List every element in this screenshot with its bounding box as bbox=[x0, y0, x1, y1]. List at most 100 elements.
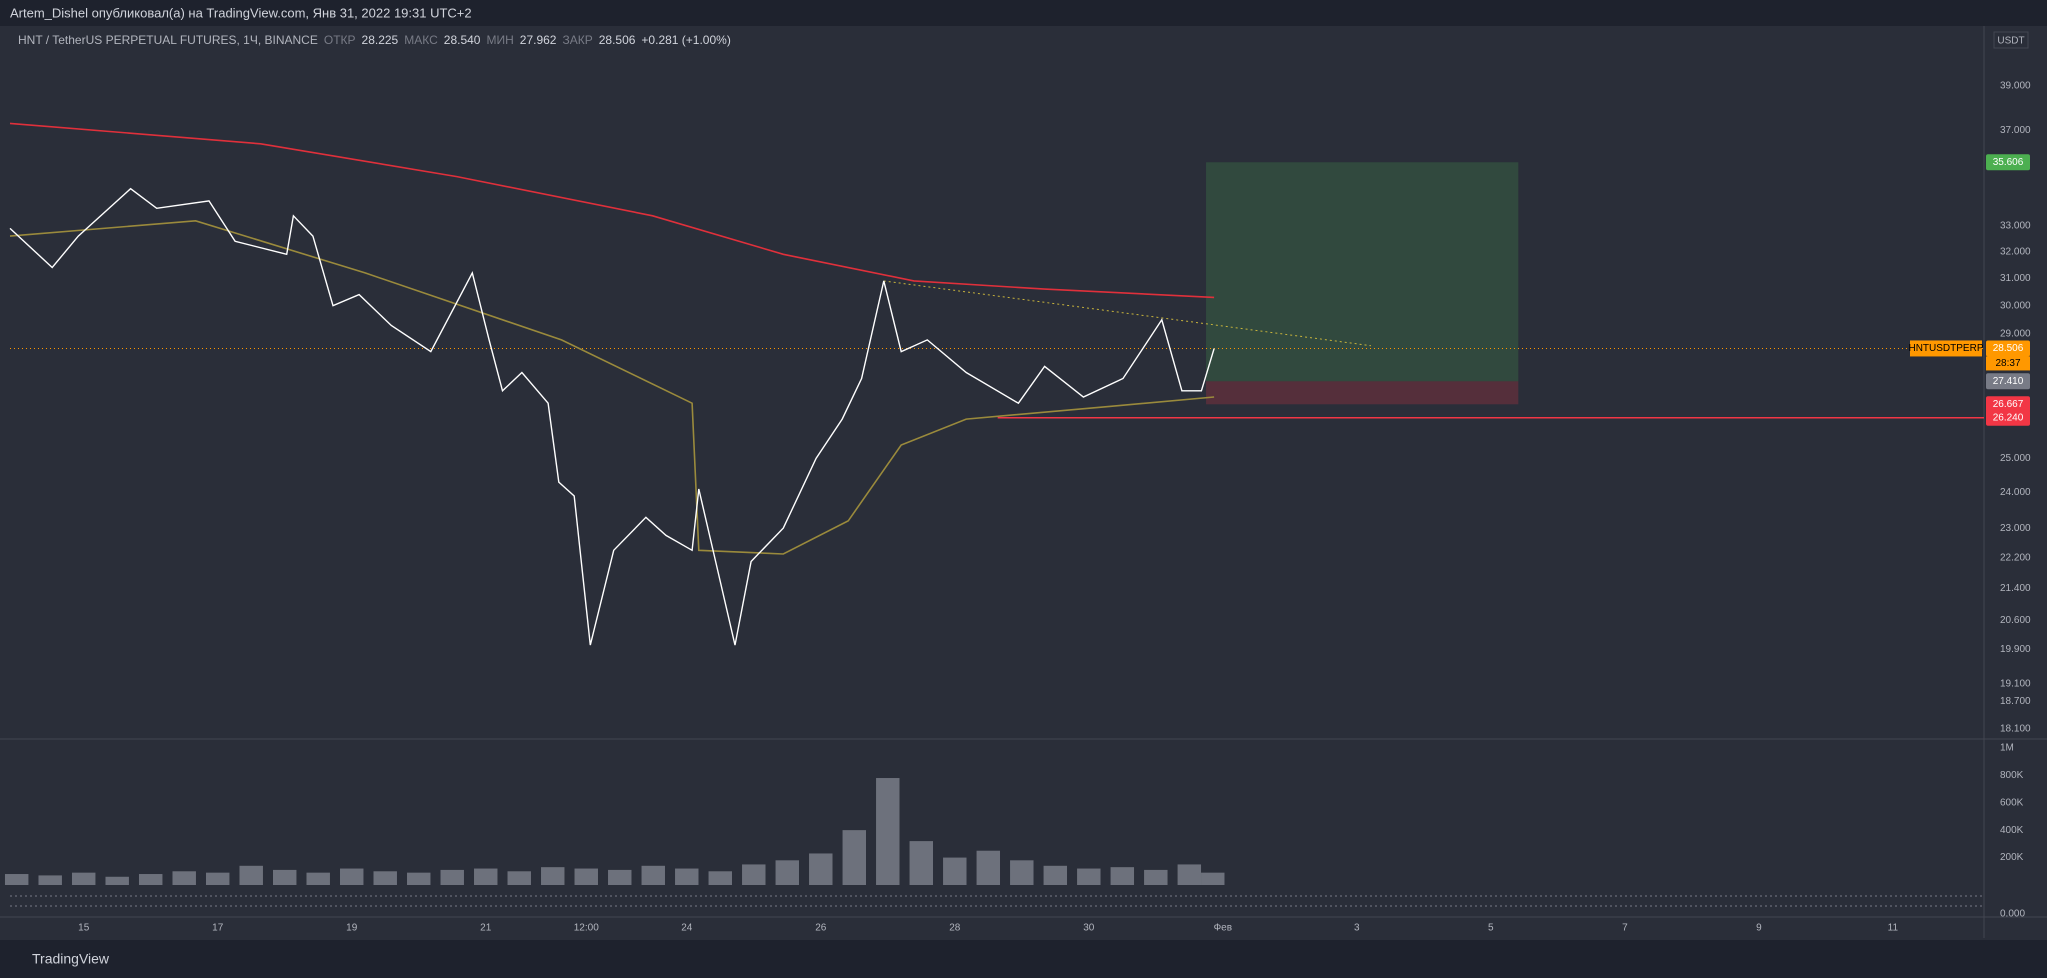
price-tag bbox=[1986, 409, 2030, 426]
volume-bar bbox=[407, 872, 431, 885]
volume-tick-label: 400K bbox=[2000, 825, 2024, 836]
y-tick-label: 22.200 bbox=[2000, 552, 2031, 563]
volume-tick-label: 800K bbox=[2000, 770, 2024, 781]
y-tick-label: 21.400 bbox=[2000, 583, 2031, 594]
legend-high-label: МАКС bbox=[404, 33, 438, 47]
indicator-line bbox=[9, 122, 1215, 299]
price-tag-label: 28.506 bbox=[1993, 343, 2024, 354]
footer-brand: TradingView bbox=[32, 951, 110, 967]
volume-bar bbox=[842, 830, 867, 885]
x-tick-label: 26 bbox=[815, 923, 827, 934]
legend-close-label: ЗАКР bbox=[562, 33, 592, 47]
volume-bar bbox=[775, 860, 799, 885]
legend-low: 27.962 bbox=[520, 33, 557, 47]
volume-bar bbox=[38, 875, 62, 885]
volume-bar bbox=[1077, 868, 1101, 885]
volume-bar bbox=[1201, 872, 1225, 885]
y-tick-label: 32.000 bbox=[2000, 246, 2031, 257]
price-tag bbox=[1986, 373, 2030, 390]
price-pane bbox=[0, 26, 1984, 738]
legend-change: +0.281 (+1.00%) bbox=[641, 33, 730, 47]
price-tag-label: 26.667 bbox=[1993, 399, 2024, 410]
header-bar bbox=[0, 0, 2047, 26]
volume-bar bbox=[71, 872, 96, 885]
price-tag bbox=[1986, 154, 2030, 171]
volume-bar bbox=[1043, 865, 1068, 885]
legend: HNT / TetherUS PERPETUAL FUTURES, 1Ч, BI… bbox=[18, 33, 731, 47]
volume-bar bbox=[138, 874, 163, 885]
osc-label: 0.000 bbox=[2000, 909, 2025, 920]
volume-bar bbox=[708, 871, 732, 885]
volume-bar bbox=[675, 868, 699, 885]
x-tick-label: 7 bbox=[1622, 923, 1628, 934]
x-tick-label: 28 bbox=[949, 923, 961, 934]
volume-tick-label: 200K bbox=[2000, 852, 2024, 863]
legend-open-label: ОТКР bbox=[324, 33, 356, 47]
legend-close: 28.506 bbox=[599, 33, 636, 47]
volume-tick-label: 600K bbox=[2000, 797, 2024, 808]
price-tag-label: 27.410 bbox=[1993, 376, 2024, 387]
y-tick-label: 19.100 bbox=[2000, 678, 2031, 689]
volume-bar bbox=[1177, 864, 1202, 885]
volume-bar bbox=[574, 868, 598, 885]
volume-bar bbox=[1110, 867, 1135, 885]
trend-line bbox=[883, 280, 1371, 347]
price-tag bbox=[1986, 340, 2030, 357]
volume-bar bbox=[172, 871, 196, 885]
volume-bar bbox=[105, 876, 129, 885]
y-tick-label: 37.000 bbox=[2000, 125, 2031, 136]
volume-bar bbox=[440, 869, 464, 885]
y-tick-label: 30.000 bbox=[2000, 300, 2031, 311]
volume-bar bbox=[373, 871, 397, 885]
x-tick-label: 11 bbox=[1888, 923, 1899, 934]
legend-open: 28.225 bbox=[362, 33, 399, 47]
volume-bar bbox=[943, 857, 967, 885]
loss-zone bbox=[1206, 381, 1519, 405]
volume-bar bbox=[474, 868, 498, 885]
volume-bar bbox=[306, 872, 330, 885]
price-tag-label: 35.606 bbox=[1993, 157, 2024, 168]
x-tick-label: 15 bbox=[78, 923, 90, 934]
volume-bar bbox=[909, 841, 934, 885]
price-tag-label: 26.240 bbox=[1993, 412, 2024, 423]
volume-bar bbox=[4, 874, 29, 885]
x-tick-label: 5 bbox=[1488, 923, 1494, 934]
y-tick-label: 18.100 bbox=[2000, 723, 2031, 734]
y-tick-label: 33.000 bbox=[2000, 221, 2031, 232]
volume-bar bbox=[507, 871, 531, 885]
header-text: Artem_Dishel опубликовал(а) на TradingVi… bbox=[10, 5, 472, 20]
legend-low-label: МИН bbox=[486, 33, 513, 47]
volume-bar bbox=[1010, 860, 1034, 885]
countdown-tag bbox=[1986, 356, 2030, 371]
y-tick-label: 20.600 bbox=[2000, 615, 2031, 626]
currency-box bbox=[1993, 31, 2029, 49]
x-tick-label: 19 bbox=[346, 923, 358, 934]
volume-bar bbox=[272, 869, 297, 885]
volume-bar bbox=[809, 853, 833, 885]
y-tick-label: 31.000 bbox=[2000, 273, 2031, 284]
volume-bar bbox=[239, 865, 263, 885]
legend-symbol: HNT / TetherUS PERPETUAL FUTURES, 1Ч, BI… bbox=[18, 33, 318, 47]
x-tick-label: 17 bbox=[212, 923, 224, 934]
symbol-tag-box bbox=[1910, 340, 1982, 357]
volume-bar bbox=[976, 850, 1001, 885]
volume-bar bbox=[608, 869, 632, 885]
y-tick-label: 39.000 bbox=[2000, 81, 2031, 92]
volume-bar bbox=[340, 868, 364, 885]
y-tick-label: 24.000 bbox=[2000, 487, 2031, 498]
y-tick-label: 18.700 bbox=[2000, 696, 2031, 707]
x-tick-label: 21 bbox=[480, 923, 492, 934]
price-tag bbox=[1986, 396, 2030, 413]
x-tick-label: 30 bbox=[1083, 923, 1095, 934]
x-tick-label: Фев bbox=[1214, 923, 1232, 934]
symbol-tag: HNTUSDTPERP bbox=[1908, 343, 1983, 354]
y-tick-label: 25.000 bbox=[2000, 453, 2031, 464]
volume-tick-label: 1M bbox=[2000, 742, 2014, 753]
legend-high: 28.540 bbox=[444, 33, 481, 47]
y-tick-label: 29.000 bbox=[2000, 329, 2031, 340]
x-tick-label: 24 bbox=[681, 923, 693, 934]
currency: USDT bbox=[1997, 36, 2024, 47]
x-tick-label: 12:00 bbox=[574, 923, 599, 934]
volume-bar bbox=[205, 872, 230, 885]
